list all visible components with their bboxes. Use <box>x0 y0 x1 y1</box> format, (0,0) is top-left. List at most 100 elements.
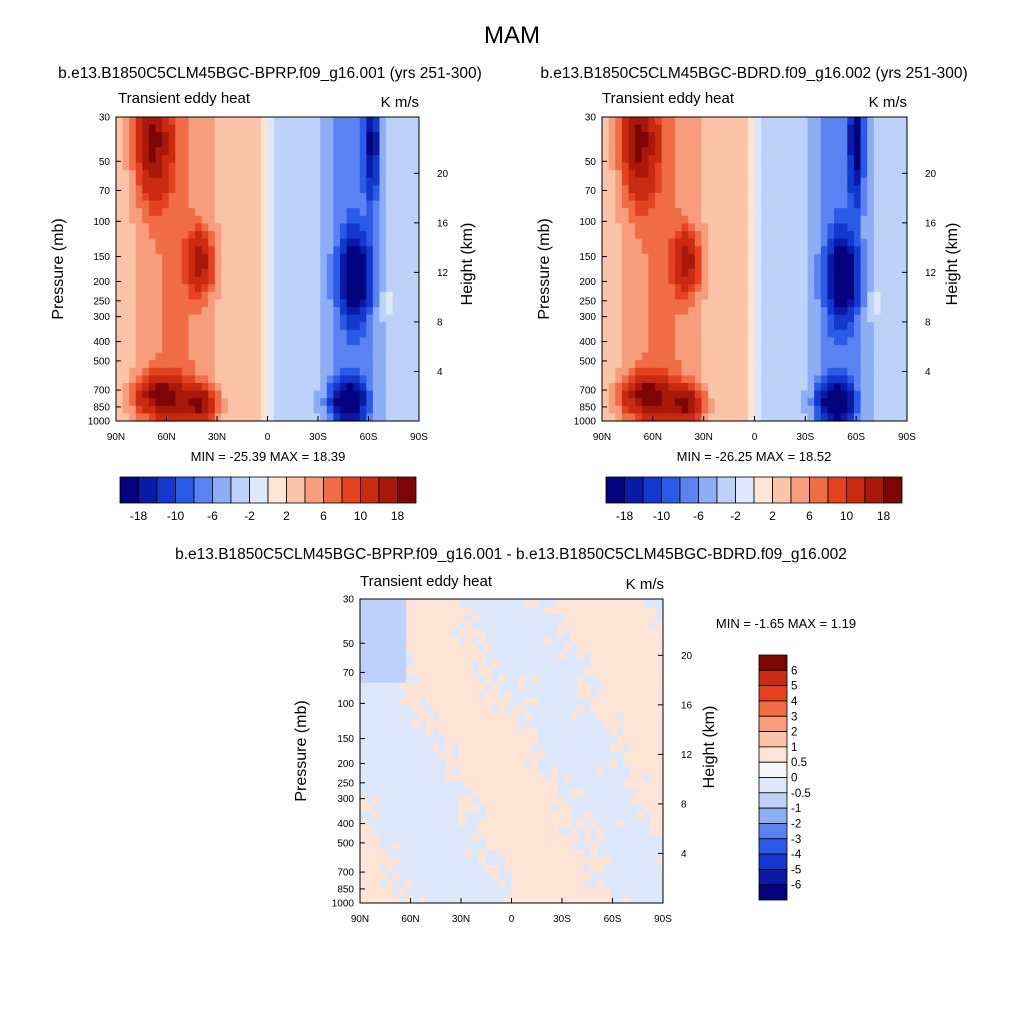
field-cell <box>465 728 473 737</box>
field-cell <box>655 155 663 164</box>
field-cell <box>320 246 328 255</box>
field-cell <box>412 276 420 285</box>
field-cell <box>621 367 630 376</box>
field-cell <box>485 599 493 608</box>
field-cell <box>379 238 387 247</box>
field-cell <box>814 398 822 407</box>
field-cell <box>827 139 835 148</box>
field-cell <box>524 773 532 782</box>
field-cell <box>887 155 895 164</box>
field-cell <box>610 758 618 767</box>
field-cell <box>162 185 170 194</box>
field-cell <box>227 208 236 217</box>
field-cell <box>781 238 789 247</box>
field-cell <box>577 720 585 729</box>
panel-2-min-max: MIN = -26.25 MAX = 18.52 <box>677 449 832 464</box>
field-cell <box>478 682 486 691</box>
field-cell <box>274 413 282 422</box>
field-cell <box>122 177 130 186</box>
field-cell <box>674 367 683 376</box>
field-cell <box>694 193 703 202</box>
field-cell <box>201 177 209 186</box>
field-cell <box>734 322 742 331</box>
field-cell <box>162 223 170 232</box>
field-cell <box>621 383 630 392</box>
field-cell <box>608 177 616 186</box>
field-cell <box>425 720 434 729</box>
field-cell <box>511 629 519 638</box>
field-cell <box>873 360 882 369</box>
field-cell <box>827 215 835 224</box>
field-cell <box>853 139 862 148</box>
field-cell <box>148 269 157 278</box>
field-cell <box>621 375 630 384</box>
field-cell <box>405 193 414 202</box>
field-cell <box>313 322 321 331</box>
field-cell <box>807 398 815 407</box>
field-cell <box>893 299 901 308</box>
field-cell <box>122 155 130 164</box>
field-cell <box>452 713 460 722</box>
field-cell <box>590 644 598 653</box>
field-cell <box>148 215 157 224</box>
field-cell <box>313 200 321 209</box>
field-cell <box>412 177 420 186</box>
field-cell <box>346 261 354 270</box>
field-cell <box>544 743 552 752</box>
field-cell <box>274 375 282 384</box>
field-cell <box>721 155 729 164</box>
field-cell <box>655 329 663 338</box>
field-cell <box>827 246 835 255</box>
field-cell <box>129 314 137 323</box>
field-cell <box>181 170 190 179</box>
field-cell <box>504 682 513 691</box>
field-cell <box>649 675 658 684</box>
field-cell <box>827 124 835 133</box>
field-cell <box>727 307 736 316</box>
field-cell <box>135 307 143 316</box>
field-cell <box>628 329 636 338</box>
field-cell <box>116 345 124 354</box>
field-cell <box>734 390 742 399</box>
field-cell <box>727 253 736 262</box>
field-cell <box>439 713 447 722</box>
field-cell <box>741 322 749 331</box>
field-cell <box>721 352 729 361</box>
field-cell <box>405 162 414 171</box>
field-cell <box>635 208 643 217</box>
field-cell <box>471 667 480 676</box>
field-cell <box>452 652 460 661</box>
field-cell <box>498 614 506 623</box>
field-cell <box>655 398 663 407</box>
field-cell <box>465 621 473 630</box>
field-cell <box>636 667 644 676</box>
field-cell <box>175 185 183 194</box>
field-cell <box>471 690 480 699</box>
field-cell <box>386 781 394 790</box>
field-cell <box>721 405 729 414</box>
field-cell <box>280 162 288 171</box>
field-cell <box>643 758 651 767</box>
field-cell <box>656 599 664 608</box>
field-cell <box>372 307 381 316</box>
field-cell <box>544 690 552 699</box>
field-cell <box>630 675 638 684</box>
field-cell <box>794 291 802 300</box>
field-cell <box>688 284 696 293</box>
field-cell <box>313 390 321 399</box>
field-cell <box>577 690 585 699</box>
field-cell <box>300 147 308 156</box>
field-cell <box>432 735 440 744</box>
field-cell <box>142 383 150 392</box>
field-cell <box>386 269 394 278</box>
field-cell <box>353 238 361 247</box>
field-cell <box>412 675 420 684</box>
field-cell <box>774 261 782 270</box>
field-cell <box>175 329 183 338</box>
colorbar-swatch <box>341 476 361 504</box>
field-cell <box>214 367 222 376</box>
field-cell <box>379 208 387 217</box>
field-cell <box>656 735 664 744</box>
field-cell <box>478 621 486 630</box>
field-cell <box>610 637 618 646</box>
